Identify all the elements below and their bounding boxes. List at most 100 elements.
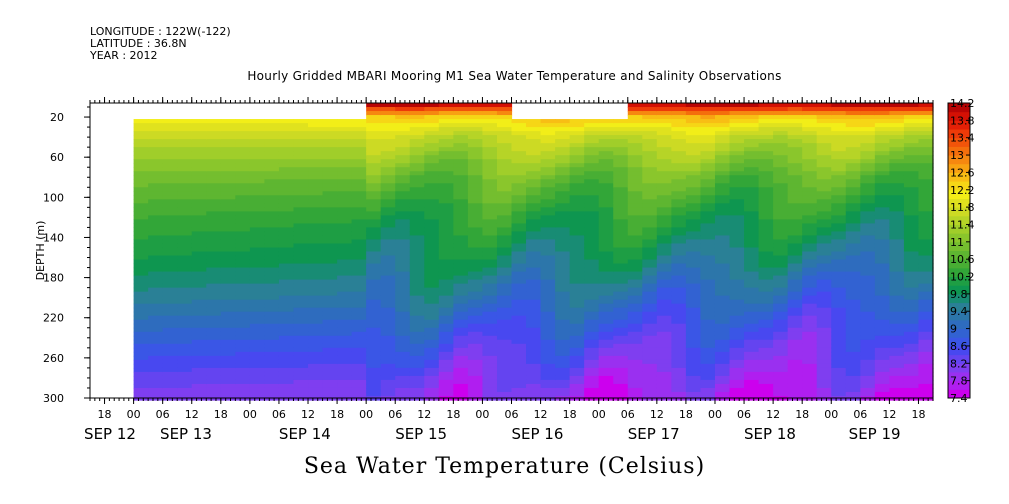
- heatmap-cell: [511, 275, 527, 281]
- heatmap-cell: [627, 299, 643, 305]
- heatmap-cell: [395, 151, 411, 156]
- heatmap-cell: [322, 247, 338, 253]
- heatmap-cell: [293, 171, 309, 176]
- heatmap-cell: [438, 191, 454, 196]
- heatmap-cell: [758, 311, 774, 317]
- heatmap-cell: [744, 103, 760, 108]
- heatmap-cell: [453, 223, 469, 229]
- heatmap-cell: [366, 291, 382, 297]
- heatmap-cell: [627, 263, 643, 269]
- heatmap-cell: [656, 383, 672, 389]
- heatmap-cell: [453, 135, 469, 140]
- heatmap-cell: [540, 211, 556, 216]
- heatmap-cell: [308, 379, 324, 385]
- heatmap-cell: [278, 219, 295, 224]
- heatmap-cell: [845, 347, 861, 353]
- heatmap-cell: [278, 159, 295, 164]
- heatmap-cell: [308, 247, 324, 253]
- heatmap-cell: [874, 339, 890, 345]
- x-date-label: SEP 19: [849, 425, 901, 443]
- heatmap-cell: [148, 159, 164, 164]
- heatmap-cell: [831, 115, 847, 120]
- heatmap-cell: [395, 215, 411, 220]
- heatmap-cell: [496, 123, 513, 128]
- heatmap-cell: [555, 335, 571, 341]
- heatmap-cell: [656, 243, 672, 249]
- heatmap-cell: [802, 103, 818, 108]
- heatmap-cell: [526, 335, 542, 341]
- heatmap-cell: [337, 371, 353, 377]
- heatmap-cell: [671, 127, 687, 132]
- heatmap-cell: [773, 339, 789, 345]
- x-tick-label: 12: [417, 408, 431, 421]
- heatmap-cell: [438, 155, 454, 160]
- heatmap-cell: [526, 319, 542, 325]
- heatmap-cell: [395, 159, 411, 164]
- heatmap-cell: [206, 279, 222, 285]
- heatmap-cell: [845, 251, 861, 257]
- heatmap-cell: [511, 355, 527, 361]
- heatmap-cell: [598, 235, 614, 241]
- heatmap-cell: [671, 155, 687, 160]
- heatmap-cell: [249, 275, 266, 281]
- heatmap-cell: [656, 231, 672, 237]
- heatmap-cell: [148, 379, 164, 385]
- heatmap-cell: [249, 151, 266, 156]
- heatmap-cell: [177, 327, 193, 333]
- heatmap-cell: [918, 131, 934, 136]
- heatmap-cell: [438, 119, 454, 124]
- heatmap-cell: [889, 239, 905, 245]
- heatmap-cell: [366, 351, 382, 357]
- heatmap-cell: [816, 275, 832, 281]
- heatmap-cell: [758, 211, 774, 216]
- heatmap-cell: [773, 119, 789, 124]
- heatmap-cell: [860, 203, 876, 208]
- heatmap-cell: [555, 319, 571, 325]
- heatmap-cell: [526, 279, 542, 285]
- heatmap-cell: [482, 387, 498, 393]
- heatmap-cell: [584, 215, 600, 220]
- year-label: YEAR : 2012: [90, 49, 158, 62]
- heatmap-cell: [264, 311, 280, 317]
- heatmap-cell: [685, 259, 702, 265]
- heatmap-cell: [744, 319, 760, 325]
- heatmap-cell: [511, 307, 527, 313]
- heatmap-cell: [264, 287, 280, 293]
- heatmap-cell: [438, 387, 454, 393]
- heatmap-cell: [322, 315, 338, 321]
- heatmap-cell: [714, 255, 731, 261]
- heatmap-cell: [845, 119, 861, 124]
- heatmap-cell: [453, 343, 469, 349]
- heatmap-cell: [787, 283, 803, 289]
- heatmap-cell: [569, 139, 585, 144]
- heatmap-cell: [206, 147, 222, 152]
- heatmap-cell: [569, 159, 585, 164]
- heatmap-cell: [293, 375, 309, 381]
- heatmap-cell: [278, 215, 295, 220]
- heatmap-cell: [656, 235, 672, 241]
- heatmap-cell: [191, 315, 207, 321]
- heatmap-cell: [278, 299, 295, 305]
- heatmap-cell: [424, 375, 440, 381]
- heatmap-cell: [758, 207, 774, 212]
- heatmap-cell: [511, 235, 527, 241]
- heatmap-cell: [685, 283, 702, 289]
- heatmap-cell: [337, 259, 353, 265]
- heatmap-cell: [351, 307, 367, 313]
- heatmap-cell: [860, 131, 876, 136]
- heatmap-cell: [380, 359, 396, 365]
- heatmap-cell: [671, 367, 687, 373]
- heatmap-cell: [293, 239, 309, 245]
- y-tick-label: 220: [43, 312, 64, 325]
- heatmap-cell: [889, 295, 905, 301]
- heatmap-cell: [496, 323, 513, 329]
- heatmap-cell: [540, 231, 556, 237]
- heatmap-cell: [526, 251, 542, 257]
- heatmap-cell: [467, 199, 484, 204]
- heatmap-cell: [409, 207, 425, 212]
- heatmap-cell: [729, 207, 745, 212]
- heatmap-cell: [642, 235, 658, 241]
- colorbar-swatch: [948, 363, 970, 373]
- heatmap-cell: [874, 151, 890, 156]
- heatmap-cell: [758, 355, 774, 361]
